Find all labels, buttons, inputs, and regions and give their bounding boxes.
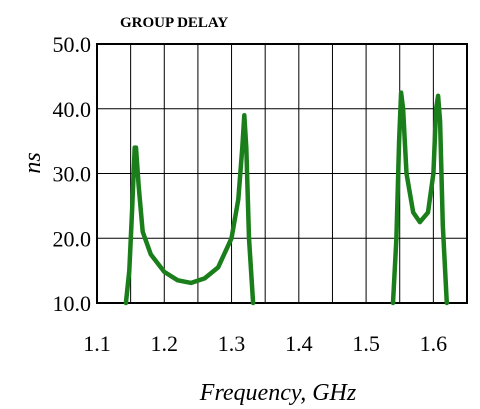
y-tick-label: 30.0 bbox=[53, 162, 92, 187]
x-tick-label: 1.3 bbox=[218, 331, 246, 356]
chart-title: GROUP DELAY bbox=[120, 15, 228, 31]
group-delay-line-2 bbox=[390, 90, 450, 306]
x-tick-label: 1.2 bbox=[151, 331, 179, 356]
x-tick-label: 1.6 bbox=[420, 331, 448, 356]
y-tick-label: 10.0 bbox=[53, 291, 92, 316]
group-delay-line-1 bbox=[123, 112, 256, 306]
x-tick-labels: 1.1 1.2 1.3 1.4 1.5 1.6 bbox=[83, 331, 447, 356]
y-axis-label: ns bbox=[20, 152, 46, 173]
plot-area bbox=[96, 43, 468, 304]
y-tick-labels: 10.0 20.0 30.0 40.0 50.0 bbox=[53, 32, 92, 316]
y-tick-label: 20.0 bbox=[53, 226, 92, 251]
series-lines bbox=[123, 90, 450, 306]
x-tick-label: 1.4 bbox=[285, 331, 313, 356]
gridlines bbox=[96, 43, 468, 304]
y-tick-label: 50.0 bbox=[53, 32, 92, 57]
x-tick-label: 1.5 bbox=[352, 331, 380, 356]
x-tick-label: 1.1 bbox=[83, 331, 111, 356]
x-axis-label: Frequency, GHz bbox=[199, 380, 357, 406]
y-tick-label: 40.0 bbox=[53, 97, 92, 122]
